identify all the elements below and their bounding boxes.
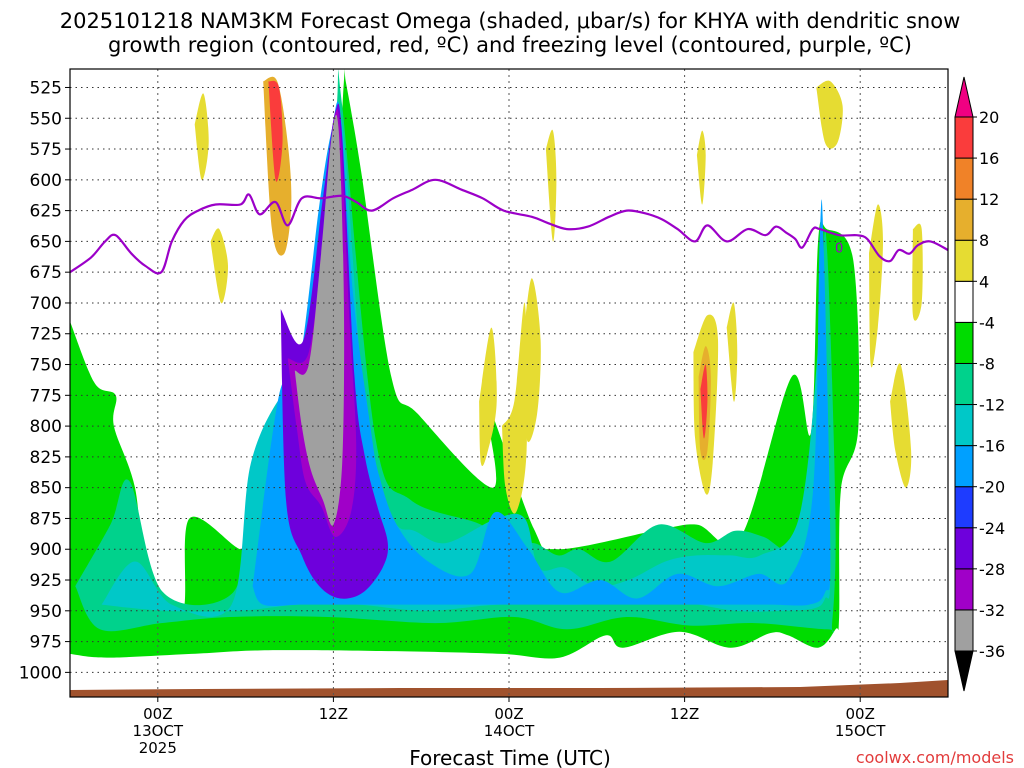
colorbar-bin-max xyxy=(954,76,974,118)
y-tick-label-675: 675 xyxy=(30,263,62,283)
omega-region-17 xyxy=(700,364,708,439)
colorbar-label-10: 8 xyxy=(979,231,989,250)
colorbar-bin-6 xyxy=(954,362,974,406)
colorbar-bin-7 xyxy=(954,321,974,364)
colorbar-label-5: -16 xyxy=(979,437,1005,456)
colorbar-label-2: -28 xyxy=(979,560,1005,579)
colorbar-label-12: 16 xyxy=(979,149,999,168)
colorbar-bin-12 xyxy=(954,116,974,159)
x-tick-label-0-line1: 00Z xyxy=(143,705,172,723)
y-tick-label-625: 625 xyxy=(30,202,62,222)
y-tick-label-950: 950 xyxy=(30,602,62,622)
x-tick-label-2-line2: 14OCT xyxy=(484,722,535,740)
omega-region-9 xyxy=(194,93,209,181)
y-tick-label-825: 825 xyxy=(30,448,62,468)
colorbar-bin-1 xyxy=(954,568,974,611)
omega-region-10 xyxy=(210,228,229,304)
y-tick-label-900: 900 xyxy=(30,540,62,560)
y-tick-label-800: 800 xyxy=(30,417,62,437)
colorbar-bin-11 xyxy=(954,157,974,200)
omega-region-6 xyxy=(294,114,345,526)
omega-region-14 xyxy=(545,129,557,242)
freezing-level: 0 xyxy=(70,178,948,275)
omega-region-13 xyxy=(523,278,541,443)
y-axis-ticks: 525 550 575 600 625 650 675 700 725 750 775 800 825 8… xyxy=(19,78,70,683)
x-tick-label-4-line1: 00Z xyxy=(846,705,875,723)
x-tick-label-2-line1: 00Z xyxy=(494,705,523,723)
y-tick-label-575: 575 xyxy=(30,140,62,160)
y-tick-label-925: 925 xyxy=(30,571,62,591)
omega-shading xyxy=(70,69,923,659)
colorbar-bin-2 xyxy=(954,527,974,570)
credit-text: coolwx.com/models xyxy=(856,748,1014,767)
y-tick-label-725: 725 xyxy=(30,325,62,345)
colorbar-bin-0 xyxy=(954,609,974,652)
omega-region-23 xyxy=(890,363,912,488)
colorbar-label-7: -8 xyxy=(979,354,995,373)
freezing-level-line xyxy=(70,178,948,275)
y-tick-label-550: 550 xyxy=(30,109,62,129)
y-tick-label-975: 975 xyxy=(30,633,62,653)
freezing-level-label: 0 xyxy=(835,242,843,257)
y-tick-label-1000: 1000 xyxy=(19,663,62,683)
x-tick-label-3-line1: 12Z xyxy=(670,705,699,723)
y-tick-label-750: 750 xyxy=(30,356,62,376)
x-axis-label: Forecast Time (UTC) xyxy=(409,746,611,768)
colorbar-bin-8 xyxy=(954,280,974,323)
y-tick-label-600: 600 xyxy=(30,171,62,191)
omega-region-8 xyxy=(268,80,283,182)
colorbar-bin-5 xyxy=(954,404,974,447)
colorbar-label-11: 12 xyxy=(979,190,999,209)
colorbar-bin-4 xyxy=(954,445,974,488)
colorbar-label-3: -24 xyxy=(979,519,1005,538)
omega-region-19 xyxy=(726,302,738,402)
x-tick-label-4-line2: 15OCT xyxy=(835,722,886,740)
y-tick-label-525: 525 xyxy=(30,78,62,98)
y-tick-label-850: 850 xyxy=(30,479,62,499)
chart-title-line-1: 2025101218 NAM3KM Forecast Omega (shaded… xyxy=(60,9,961,33)
y-tick-label-650: 650 xyxy=(30,232,62,252)
omega-region-20 xyxy=(816,80,843,149)
plot-area: 0 xyxy=(69,68,949,698)
colorbar-bin-9 xyxy=(954,239,974,282)
grid-lines xyxy=(70,69,948,697)
colorbar-label-13: 20 xyxy=(979,108,999,127)
omega-region-11 xyxy=(479,327,497,466)
colorbar-label-8: -4 xyxy=(979,313,995,332)
colorbar-label-9: 4 xyxy=(979,272,989,291)
y-tick-label-700: 700 xyxy=(30,294,62,314)
colorbar-label-4: -20 xyxy=(979,478,1005,497)
chart-title-line-2: growth region (contoured, red, ºC) and f… xyxy=(108,33,912,57)
colorbar: -36 -32 -28 -24 -20 -16 -12 -8 -4 4 8 12 16 20 xyxy=(954,76,1005,692)
x-tick-label-1-line1: 12Z xyxy=(319,705,348,723)
colorbar-label-0: -36 xyxy=(979,642,1005,661)
colorbar-bin-3 xyxy=(954,486,974,529)
colorbar-label-6: -12 xyxy=(979,396,1005,415)
x-tick-label-0-line3: 2025 xyxy=(139,739,177,757)
y-tick-label-875: 875 xyxy=(30,509,62,529)
colorbar-bin-10 xyxy=(954,198,974,241)
x-tick-label-0-line2: 13OCT xyxy=(133,722,184,740)
omega-region-12 xyxy=(502,302,528,514)
colorbar-label-1: -32 xyxy=(979,601,1005,620)
y-tick-label-775: 775 xyxy=(30,386,62,406)
